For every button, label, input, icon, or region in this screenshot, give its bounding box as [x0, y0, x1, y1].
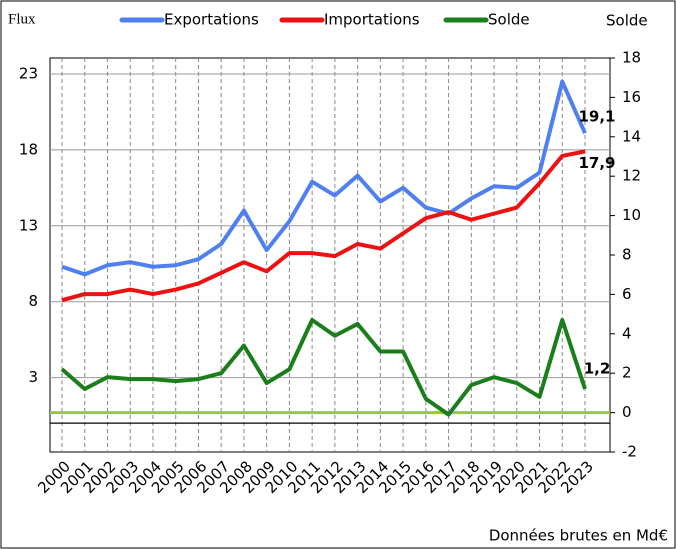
y-tick-label: 23 — [19, 64, 38, 82]
y2-tick-label: 16 — [622, 88, 641, 106]
value-label: 19,1 — [578, 108, 615, 126]
value-label: 1,2 — [584, 359, 611, 377]
legend-label: Importations — [324, 11, 420, 29]
y2-tick-label: 2 — [622, 364, 632, 382]
y2-tick-label: -2 — [622, 443, 637, 461]
legend-label: Solde — [488, 11, 530, 29]
y-tick-label: 18 — [19, 140, 38, 158]
y-tick-label: 8 — [28, 292, 38, 310]
y2-tick-label: 12 — [622, 167, 641, 185]
y2-tick-label: 0 — [622, 403, 632, 421]
y2-tick-label: 18 — [622, 49, 641, 67]
y2-tick-label: 8 — [622, 246, 632, 264]
note: Données brutes en Md€ — [489, 527, 668, 545]
y-tick-label: 13 — [19, 216, 38, 234]
y2-tick-label: 10 — [622, 206, 641, 224]
series-line — [61, 149, 586, 303]
y2-tick-label: 6 — [622, 285, 632, 303]
y-axis-label: Flux — [8, 11, 36, 27]
y-tick-label: 3 — [28, 368, 38, 386]
y2-tick-label: 14 — [622, 127, 641, 145]
series-line — [61, 79, 587, 277]
value-label: 17,9 — [578, 154, 615, 172]
y2-tick-label: 4 — [622, 324, 632, 342]
y2-axis-label: Solde — [606, 12, 648, 30]
legend-label: Exportations — [164, 11, 259, 29]
series-line — [60, 318, 587, 417]
